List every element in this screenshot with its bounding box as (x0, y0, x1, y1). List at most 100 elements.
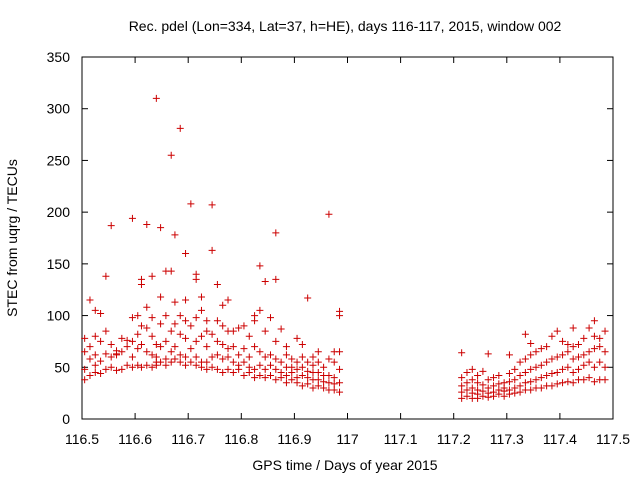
data-point (167, 348, 175, 356)
data-point (277, 325, 285, 333)
data-point (128, 314, 136, 322)
data-point (527, 365, 535, 373)
data-point (559, 337, 567, 345)
data-point (590, 345, 598, 353)
data-point (143, 303, 151, 311)
data-point (245, 332, 253, 340)
y-axis-label: STEC from uqrg / TECUs (4, 159, 20, 317)
data-point (219, 355, 227, 363)
data-point (167, 358, 175, 366)
data-point (148, 351, 156, 359)
x-tick-label: 116.8 (224, 431, 258, 447)
data-point (304, 380, 312, 388)
data-point (537, 361, 545, 369)
data-point (330, 374, 338, 382)
chart-title: Rec. pdel (Lon=334, Lat=37, h=HE), days … (129, 18, 562, 34)
data-point (495, 372, 503, 380)
data-point (548, 369, 556, 377)
data-point (208, 363, 216, 371)
data-point (118, 365, 126, 373)
data-point (580, 376, 588, 384)
data-point (137, 341, 145, 349)
data-point (569, 355, 577, 363)
data-point (162, 337, 170, 345)
data-point (580, 361, 588, 369)
data-point (91, 361, 99, 369)
data-point (458, 349, 466, 357)
data-point (245, 363, 253, 371)
data-point (585, 324, 593, 332)
data-point (330, 386, 338, 394)
data-point (527, 339, 535, 347)
data-point (219, 322, 227, 330)
data-point (314, 358, 322, 366)
data-point (81, 365, 89, 373)
data-point (157, 343, 165, 351)
data-point (251, 374, 259, 382)
data-point (157, 320, 165, 328)
data-point (134, 312, 142, 320)
data-point (261, 374, 269, 382)
data-point (511, 384, 519, 392)
data-point (596, 343, 604, 351)
data-point (240, 322, 248, 330)
data-point (282, 351, 290, 359)
data-point (251, 312, 259, 320)
data-point (256, 306, 264, 314)
data-point (495, 380, 503, 388)
y-tick-label: 300 (47, 101, 71, 117)
data-point (314, 382, 322, 390)
data-point (182, 334, 190, 342)
data-point (320, 384, 328, 392)
data-point (320, 378, 328, 386)
data-point (192, 337, 200, 345)
data-point (240, 358, 248, 366)
data-point (516, 388, 524, 396)
data-point (585, 358, 593, 366)
data-point (203, 365, 211, 373)
data-point (143, 361, 151, 369)
data-point (187, 322, 195, 330)
data-point (208, 353, 216, 361)
data-point (97, 310, 105, 318)
x-tick-label: 116.6 (118, 431, 152, 447)
data-point (107, 341, 115, 349)
data-point (298, 353, 306, 361)
data-point (585, 374, 593, 382)
data-point (224, 296, 232, 304)
data-point (569, 379, 577, 387)
data-point (256, 348, 264, 356)
data-point (564, 341, 572, 349)
data-point (325, 210, 333, 218)
data-point (569, 368, 577, 376)
data-point (128, 363, 136, 371)
data-point (590, 378, 598, 386)
data-point (490, 382, 498, 390)
data-point (304, 374, 312, 382)
data-point (505, 369, 513, 377)
data-point (468, 384, 476, 392)
data-point (532, 376, 540, 384)
data-point (458, 394, 466, 402)
data-point (219, 301, 227, 309)
data-point (203, 358, 211, 366)
data-point (137, 275, 145, 283)
data-point (113, 347, 121, 355)
data-point (574, 353, 582, 361)
data-point (97, 337, 105, 345)
data-point (182, 317, 190, 325)
data-point (309, 384, 317, 392)
data-point (320, 363, 328, 371)
data-point (574, 365, 582, 373)
data-point (192, 314, 200, 322)
data-point (128, 353, 136, 361)
data-point (107, 222, 115, 230)
data-point (272, 275, 280, 283)
x-tick-label: 117 (336, 431, 359, 447)
data-point (245, 353, 253, 361)
data-point (182, 353, 190, 361)
data-point (474, 379, 482, 387)
data-point (197, 293, 205, 301)
data-point (282, 343, 290, 351)
data-point (235, 361, 243, 369)
